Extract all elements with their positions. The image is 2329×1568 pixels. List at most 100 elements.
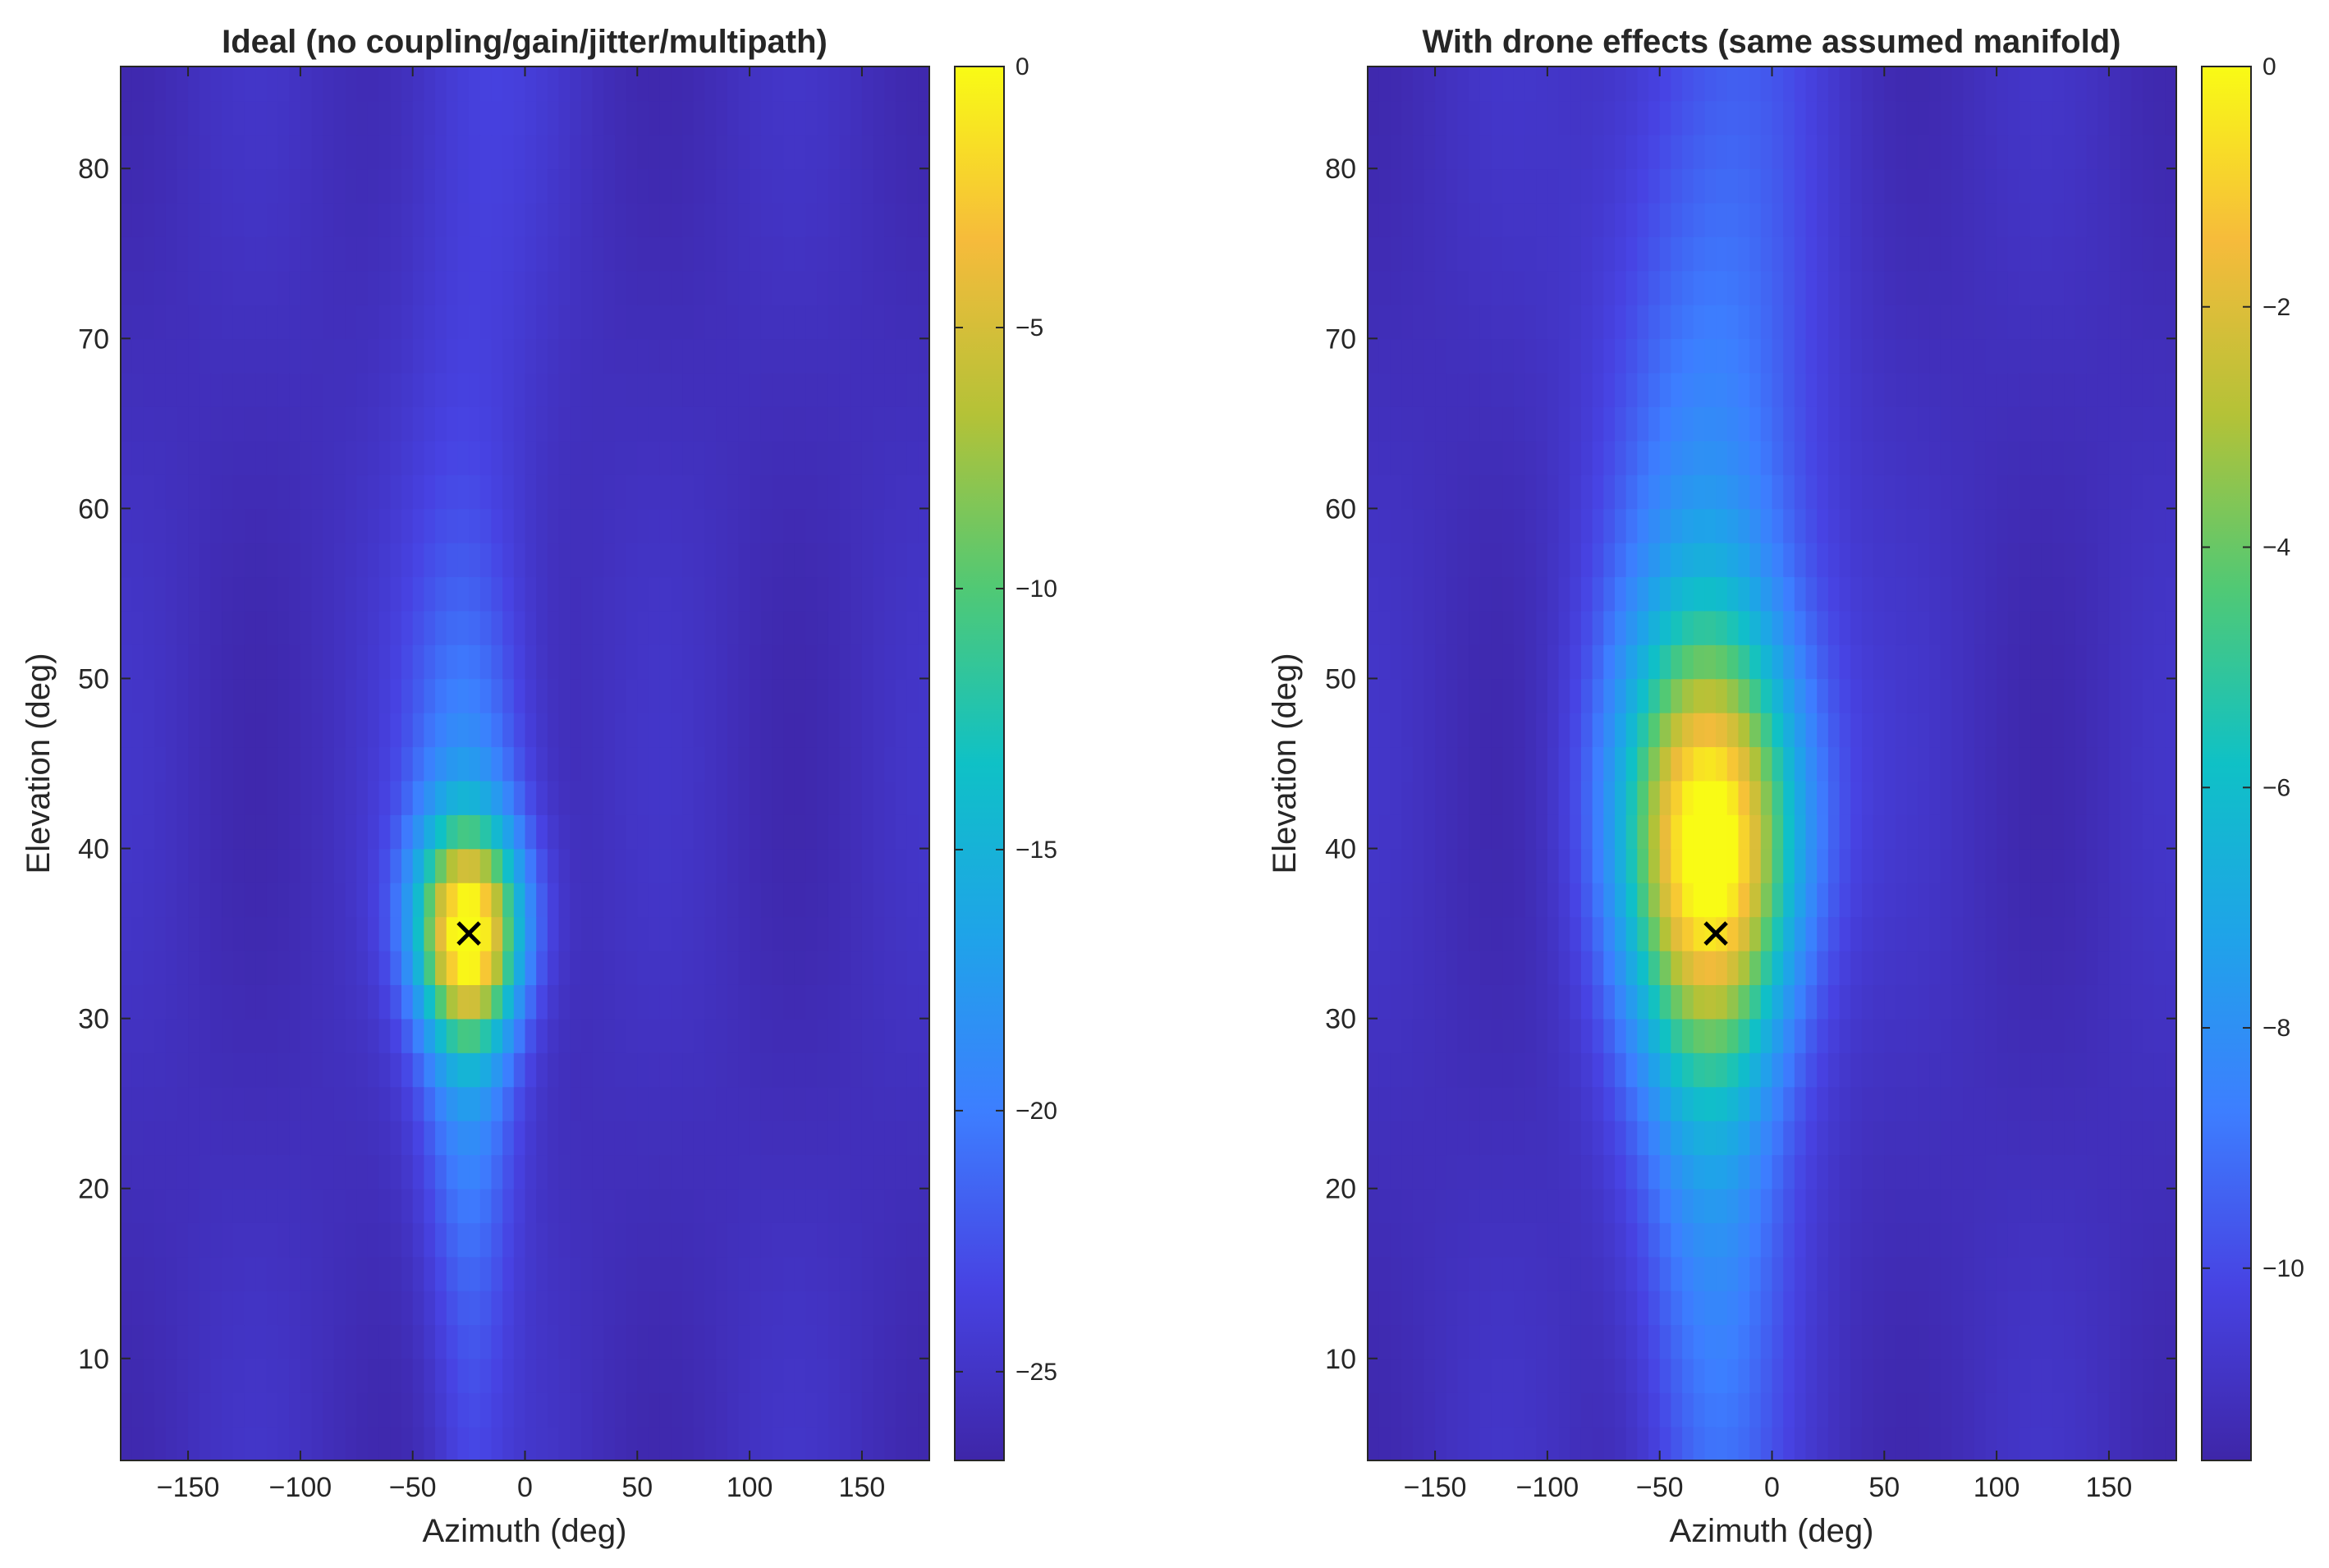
heatmap-cell [2165,1154,2177,1190]
heatmap-cell [1963,1018,1975,1053]
heatmap-cell [1940,1222,1953,1258]
heatmap-cell [704,678,717,713]
heatmap-cell [592,304,605,340]
heatmap-cell [2153,1052,2166,1088]
heatmap-cell [1469,1052,1481,1088]
heatmap-cell [558,950,571,985]
heatmap-cell [648,984,661,1020]
heatmap-cell [873,1290,886,1326]
heatmap-cell [2064,1426,2076,1461]
heatmap-cell [323,576,335,612]
heatmap-cell [1682,1154,1694,1190]
heatmap-cell [1648,950,1661,985]
heatmap-cell [367,474,380,510]
heatmap-cell [1457,848,1469,883]
heatmap-cell [222,678,234,713]
heatmap-cell [244,984,256,1020]
heatmap-cell [2153,848,2166,883]
heatmap-cell [333,916,346,951]
heatmap-cell [401,202,414,237]
heatmap-cell [2086,814,2099,850]
heatmap-cell [659,66,672,102]
heatmap-cell [300,950,313,985]
heatmap-cell [367,440,380,475]
heatmap-cell [2052,984,2065,1020]
heatmap-cell [682,1188,695,1223]
heatmap-cell [131,406,144,442]
heatmap-cell [626,780,639,815]
heatmap-cell [1929,542,1942,578]
heatmap-cell [154,746,167,782]
heatmap-cell [154,848,167,883]
heatmap-cell [1648,1188,1661,1223]
heatmap-cell [401,610,414,645]
heatmap-cell [884,542,896,578]
heatmap-cell [1704,712,1717,748]
heatmap-cell [1378,780,1391,815]
heatmap-cell [121,1290,133,1326]
heatmap-cell [188,1324,200,1359]
heatmap-cell [850,882,863,918]
heatmap-cell [378,1086,392,1121]
heatmap-cell [1884,746,1896,782]
heatmap-cell [704,882,717,918]
heatmap-cell [2120,1086,2133,1121]
heatmap-cell [469,984,481,1020]
heatmap-cell [884,1290,896,1326]
heatmap-cell [839,1392,852,1428]
heatmap-cell [727,168,740,204]
heatmap-cell [648,916,661,951]
heatmap-cell [1368,1392,1380,1428]
y-tick-label: 30 [78,1004,109,1035]
heatmap-cell [1648,712,1661,748]
heatmap-cell [1805,644,1818,680]
heatmap-cell [1974,1154,1987,1190]
heatmap-cell [1794,1426,1807,1461]
heatmap-cell [693,848,706,883]
heatmap-cell [648,100,661,135]
heatmap-cell [210,712,222,748]
heatmap-cell [300,1222,313,1258]
heatmap-cell [1738,848,1750,883]
heatmap-cell [850,542,863,578]
heatmap-cell [131,712,144,748]
heatmap-cell [2131,1086,2143,1121]
heatmap-cell [1850,916,1863,951]
heatmap-cell [1625,814,1639,850]
heatmap-cell [794,1222,807,1258]
heatmap-cell [199,848,212,883]
heatmap-cell [603,1426,616,1461]
heatmap-cell [1603,814,1616,850]
heatmap-cell [2097,882,2110,918]
heatmap-cell [873,984,886,1020]
heatmap-cell [2153,1290,2166,1326]
heatmap-cell [716,576,728,612]
heatmap-cell [143,372,155,407]
heatmap-cell [1412,984,1425,1020]
heatmap-cell [1479,882,1492,918]
heatmap-cell [716,440,728,475]
heatmap-cell [1536,1426,1548,1461]
colorbar-tick-label: −15 [1015,837,1057,864]
heatmap-cell [143,882,155,918]
heatmap-cell [1839,814,1852,850]
y-tick-label: 70 [78,323,109,355]
heatmap-cell [716,644,728,680]
heatmap-cell [603,1018,616,1053]
heatmap-cell [626,1188,639,1223]
heatmap-cell [2030,576,2042,612]
heatmap-cell [1580,1392,1593,1428]
heatmap-cell [2030,1188,2042,1223]
heatmap-cell [727,508,740,543]
heatmap-cell [289,1018,301,1053]
heatmap-cell [884,1426,896,1461]
heatmap-cell [1570,1222,1582,1258]
heatmap-cell [693,1392,706,1428]
heatmap-cell [412,1358,425,1393]
heatmap-cell [828,1358,841,1393]
heatmap-cell [143,1052,155,1088]
heatmap-cell [839,610,852,645]
heatmap-cell [1424,1426,1436,1461]
heatmap-cell [188,1256,200,1291]
heatmap-cell [311,304,324,340]
